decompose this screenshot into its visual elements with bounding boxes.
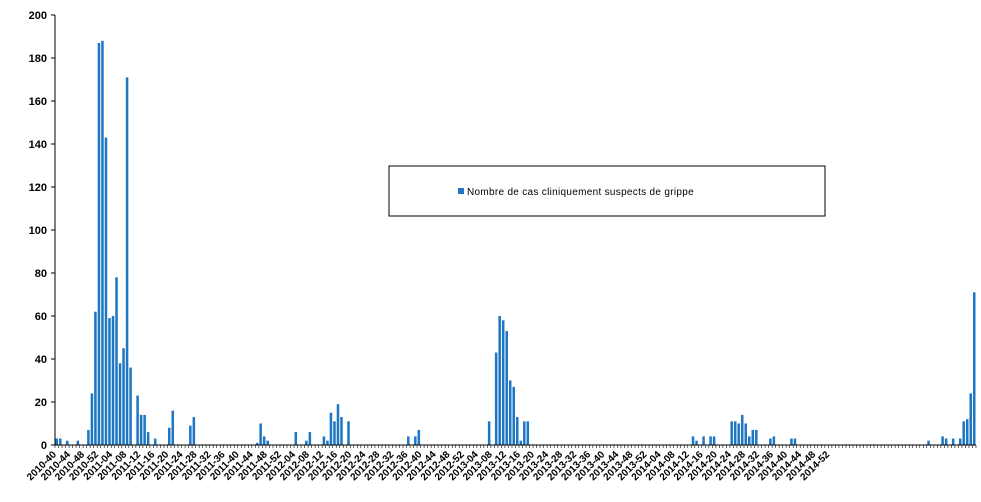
y-tick-label: 160: [29, 96, 47, 108]
bar: [793, 438, 797, 445]
bar: [308, 432, 312, 445]
bar: [414, 436, 417, 445]
bar: [122, 348, 125, 445]
bar: [519, 440, 523, 445]
bar: [733, 421, 737, 445]
bar: [730, 421, 733, 445]
bar: [927, 440, 930, 445]
bar: [487, 421, 491, 445]
bar: [305, 440, 308, 445]
bar: [958, 438, 962, 445]
bar: [259, 423, 262, 445]
bar: [969, 393, 972, 445]
bar: [772, 436, 776, 445]
x-axis: 2010-402010-442010-482010-522011-042011-…: [25, 444, 977, 483]
bar: [951, 438, 955, 445]
bar: [153, 438, 157, 445]
bar: [965, 419, 969, 445]
y-tick-label: 200: [29, 10, 47, 22]
bar: [262, 436, 266, 445]
bar: [494, 352, 498, 445]
bar: [347, 421, 350, 445]
bar: [115, 277, 118, 445]
bar: [333, 421, 336, 445]
bar: [129, 367, 132, 445]
bar: [255, 442, 259, 445]
bar: [167, 427, 171, 445]
bar: [702, 436, 705, 445]
bar: [55, 438, 59, 445]
bar: [941, 436, 944, 445]
bar: [322, 436, 326, 445]
bar: [740, 414, 744, 445]
bar: [146, 432, 150, 445]
bars: [55, 40, 976, 446]
bar: [90, 393, 94, 445]
bar: [294, 432, 298, 445]
legend: Nombre de cas cliniquement suspects de g…: [388, 165, 826, 217]
bar: [192, 417, 196, 445]
y-tick-label: 120: [29, 182, 47, 194]
legend-label: Nombre de cas cliniquement suspects de g…: [467, 187, 694, 198]
y-axis: 0 20 40 60 80 100 120 140 160 180 200: [29, 10, 56, 452]
y-tick-label: 100: [29, 225, 47, 237]
bar: [962, 421, 965, 445]
bar: [417, 429, 421, 445]
bar: [189, 425, 192, 445]
bar: [498, 316, 501, 445]
bar: [336, 404, 340, 445]
bar: [143, 414, 146, 445]
bar: [125, 77, 129, 445]
bar: [136, 395, 139, 445]
bar: [407, 436, 410, 445]
bar: [76, 440, 80, 445]
bar: [523, 421, 526, 445]
bar: [139, 414, 143, 445]
bar: [97, 42, 101, 445]
bar: [329, 412, 333, 445]
bar: [340, 417, 343, 445]
bar: [944, 438, 948, 445]
bar: [104, 137, 108, 446]
bar: [769, 438, 772, 445]
bar: [744, 423, 748, 445]
bar: [505, 331, 508, 445]
bar: [751, 429, 755, 445]
bar: [266, 440, 269, 445]
bar: [515, 417, 519, 445]
bar: [171, 410, 175, 445]
bar: [695, 440, 698, 445]
bar: [512, 386, 516, 445]
y-tick-label: 180: [29, 53, 47, 65]
bar: [66, 440, 69, 445]
bar: [755, 429, 758, 445]
bar: [972, 292, 976, 445]
y-tick-label: 40: [35, 354, 47, 366]
bar: [691, 436, 695, 445]
bar: [790, 438, 793, 445]
bar: [118, 363, 122, 445]
legend-swatch: [458, 188, 464, 194]
bar: [748, 436, 751, 445]
bar: [712, 436, 716, 445]
bar: [526, 421, 530, 445]
bar: [737, 423, 740, 445]
bar: [87, 429, 90, 445]
y-tick-label: 60: [35, 311, 47, 323]
bar: [508, 380, 512, 445]
y-tick-label: 0: [41, 440, 47, 452]
bar: [59, 438, 62, 445]
bar: [94, 311, 97, 445]
bar: [709, 436, 712, 445]
y-tick-label: 140: [29, 139, 47, 151]
y-tick-label: 80: [35, 268, 47, 280]
y-tick-label: 20: [35, 397, 47, 409]
bar: [501, 320, 505, 445]
bar: [111, 316, 115, 445]
bar: [326, 440, 329, 445]
bar: [108, 318, 111, 445]
bar: [101, 40, 104, 446]
